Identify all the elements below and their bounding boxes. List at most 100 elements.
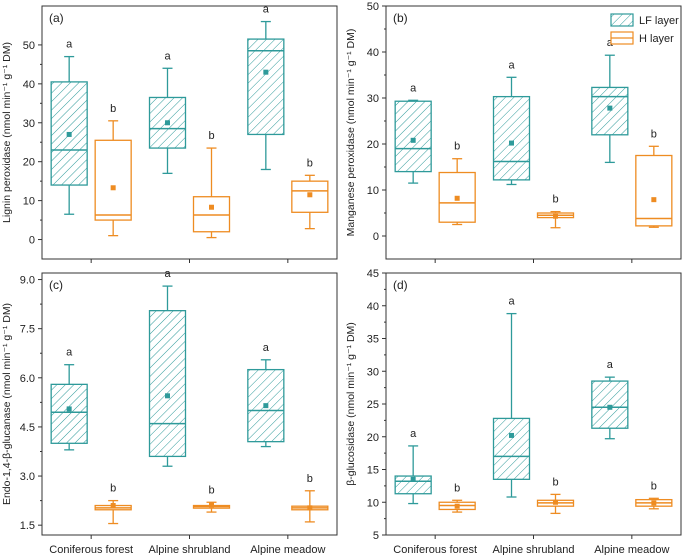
y-tick-label: 10 (23, 196, 35, 208)
iqr-box (50, 383, 88, 444)
iqr-box (148, 310, 187, 458)
mean-marker (410, 137, 416, 143)
legend-label-lf: LF layer (639, 15, 679, 27)
y-axis-label: Lignin peroxidase (nmol min⁻¹ g⁻¹ DM) (1, 42, 13, 223)
lf-box-2: a (591, 37, 629, 164)
y-tick-label: 25 (367, 399, 379, 411)
significance-letter: a (607, 359, 614, 371)
panel-b: 0 10 20 30 40 50 Manganese peroxidase (nmol mi… (345, 1, 682, 263)
significance-letter: b (307, 473, 313, 485)
y-tick-label: 50 (23, 40, 35, 52)
mean-marker (165, 120, 170, 126)
y-tick-label: 20 (23, 157, 35, 169)
y-tick-label: 20 (367, 432, 379, 444)
iqr-box (247, 38, 285, 136)
panel-a: 0 10 20 30 40 50 Lignin peroxidase (nmol min⁻¹… (1, 4, 338, 263)
mean-marker (651, 197, 657, 203)
y-tick-label: 15 (367, 465, 379, 477)
significance-letter: a (508, 296, 515, 308)
panel-d: 5 10 15 20 25 30 35 40 45 β-glucosidase (nmol min… (345, 268, 682, 555)
significance-letter: a (410, 82, 417, 94)
y-tick-label: 3.0 (20, 471, 35, 483)
mean-marker (110, 503, 116, 509)
h-box-2: b (291, 473, 329, 523)
y-tick-label: 0 (29, 235, 35, 247)
y-tick-label: 7.5 (20, 324, 35, 336)
lf-box-2: a (591, 359, 629, 440)
plot-frame (385, 272, 682, 536)
iqr-box (635, 154, 673, 227)
significance-letter: a (263, 4, 270, 16)
mean-marker (651, 500, 657, 506)
significance-letter: a (66, 347, 73, 359)
significance-letter: b (208, 130, 214, 142)
mean-marker (263, 403, 269, 409)
y-tick-label: 30 (367, 93, 379, 105)
mean-marker (165, 393, 170, 399)
h-box-1: b (192, 484, 231, 513)
mean-marker (509, 432, 514, 438)
mean-marker (307, 192, 313, 198)
significance-letter: b (552, 194, 558, 206)
mean-marker (454, 503, 460, 509)
h-box-1: b (536, 476, 575, 515)
legend-swatch-lf (610, 13, 634, 27)
y-tick-label: 45 (367, 268, 379, 280)
panel-c: 1.5 3.0 4.5 6.0 7.5 9.0 Endo-1,4-β-glucanase (… (1, 268, 338, 555)
y-tick-label: 35 (367, 334, 379, 346)
legend: LF layer H layer (610, 13, 679, 45)
lf-box-0: a (50, 39, 88, 215)
significance-letter: a (164, 268, 171, 280)
lf-box-2: a (247, 4, 285, 171)
significance-letter: b (110, 483, 116, 495)
mean-marker (553, 499, 558, 505)
y-tick-label: 30 (367, 366, 379, 378)
mean-marker (66, 406, 72, 412)
lf-box-1: a (492, 296, 531, 498)
significance-letter: a (164, 50, 171, 62)
lf-box-2: a (247, 342, 285, 448)
iqr-box (591, 380, 629, 429)
h-box-0: b (94, 483, 132, 525)
y-tick-label: 1.5 (20, 520, 35, 532)
x-tick-label: Coniferous forest (393, 544, 477, 555)
significance-letter: a (508, 59, 515, 71)
y-tick-label: 40 (367, 301, 379, 313)
mean-marker (509, 140, 514, 146)
y-tick-label: 40 (367, 47, 379, 59)
y-tick-label: 5 (373, 530, 379, 542)
x-tick-label: Alpine shrubland (493, 544, 575, 555)
h-box-1: b (192, 130, 231, 239)
iqr-box (94, 139, 132, 221)
h-box-2: b (291, 157, 329, 230)
mean-marker (307, 505, 313, 511)
significance-letter: b (208, 484, 214, 496)
h-box-0: b (438, 482, 476, 513)
iqr-box (394, 100, 432, 173)
iqr-box (492, 417, 531, 480)
significance-letter: a (66, 39, 73, 51)
significance-letter: b (651, 128, 657, 140)
mean-marker (263, 69, 269, 75)
y-tick-label: 9.0 (20, 275, 35, 287)
significance-letter: b (454, 141, 460, 153)
y-tick-label: 4.5 (20, 422, 35, 434)
panel-label: (a) (49, 11, 64, 25)
y-axis-label: β-glucosidase (nmol min⁻¹ g⁻¹ DM) (345, 322, 357, 486)
y-tick-label: 30 (23, 118, 35, 130)
mean-marker (209, 204, 214, 210)
mean-marker (209, 502, 214, 508)
mean-marker (454, 195, 460, 201)
significance-letter: b (651, 480, 657, 492)
mean-marker (410, 476, 416, 482)
y-tick-label: 0 (373, 231, 379, 243)
significance-letter: a (410, 428, 417, 440)
y-axis-label: Endo-1,4-β-glucanase (nmol min⁻¹ g⁻¹ DM) (1, 303, 13, 505)
x-tick-label: Alpine meadow (594, 544, 669, 555)
lf-box-1: a (148, 268, 187, 467)
mean-marker (607, 105, 613, 111)
mean-marker (553, 213, 558, 219)
significance-letter: a (263, 342, 270, 354)
lf-box-0: a (394, 428, 432, 505)
